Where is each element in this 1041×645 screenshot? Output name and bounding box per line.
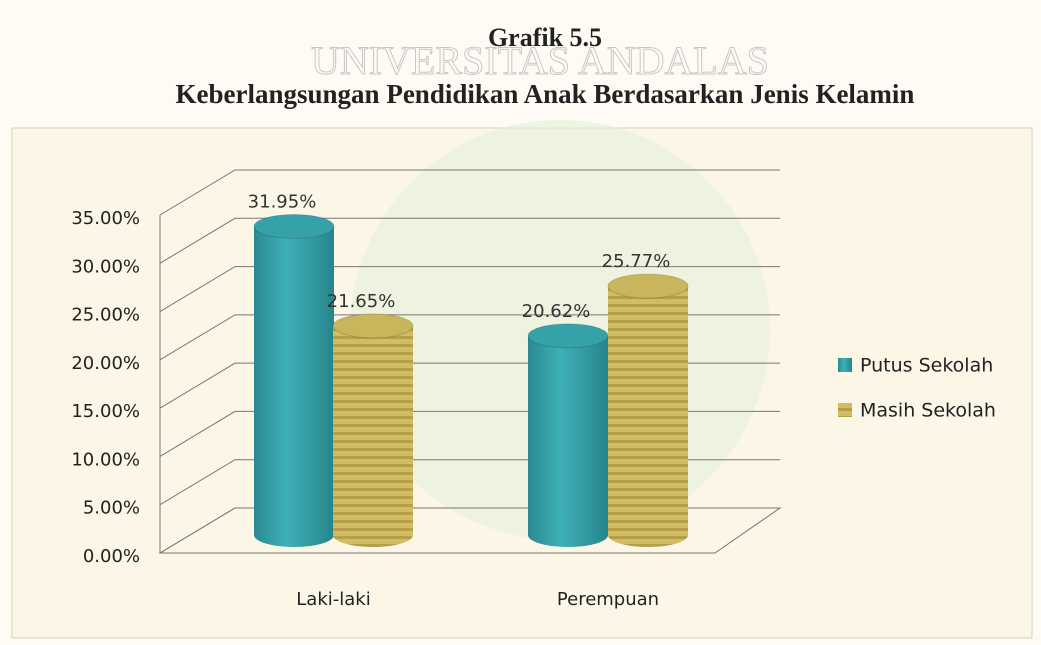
- chart-title: Grafik 5.5: [488, 23, 602, 52]
- legend-label: Masih Sekolah: [860, 400, 996, 422]
- bar-cap: [253, 213, 335, 239]
- chart-subtitle: Keberlangsungan Pendidikan Anak Berdasar…: [176, 79, 915, 109]
- y-tick-label: 35.00%: [71, 208, 140, 229]
- y-tick-label: 25.00%: [71, 305, 140, 326]
- legend-swatch: [838, 403, 852, 417]
- y-tick-label: 15.00%: [71, 401, 140, 422]
- data-label: 25.77%: [602, 251, 671, 272]
- legend-label: Putus Sekolah: [860, 355, 993, 377]
- grid-line: [159, 169, 780, 216]
- data-label: 21.65%: [327, 291, 396, 312]
- data-label: 20.62%: [522, 301, 591, 322]
- bar: [333, 325, 413, 535]
- grid-line: [159, 217, 780, 264]
- bar-cap: [607, 273, 689, 299]
- bar: [608, 286, 688, 535]
- bar-cap: [527, 323, 609, 349]
- y-tick-label: 10.00%: [71, 449, 140, 470]
- x-tick-label: Laki-laki: [296, 589, 370, 610]
- watermark: UNIVERSITAS ANDALAS: [311, 38, 769, 83]
- legend-swatch: [838, 358, 852, 372]
- data-label: 31.95%: [248, 191, 317, 212]
- bar: [528, 335, 608, 535]
- y-tick-label: 30.00%: [71, 256, 140, 277]
- bar-cap: [332, 313, 414, 339]
- bar: [254, 226, 334, 535]
- y-tick-label: 0.00%: [83, 546, 140, 567]
- grid-line: [159, 314, 780, 361]
- x-tick-label: Perempuan: [557, 589, 659, 610]
- y-tick-label: 5.00%: [83, 498, 140, 519]
- grid-line: [159, 266, 780, 313]
- y-tick-label: 20.00%: [71, 353, 140, 374]
